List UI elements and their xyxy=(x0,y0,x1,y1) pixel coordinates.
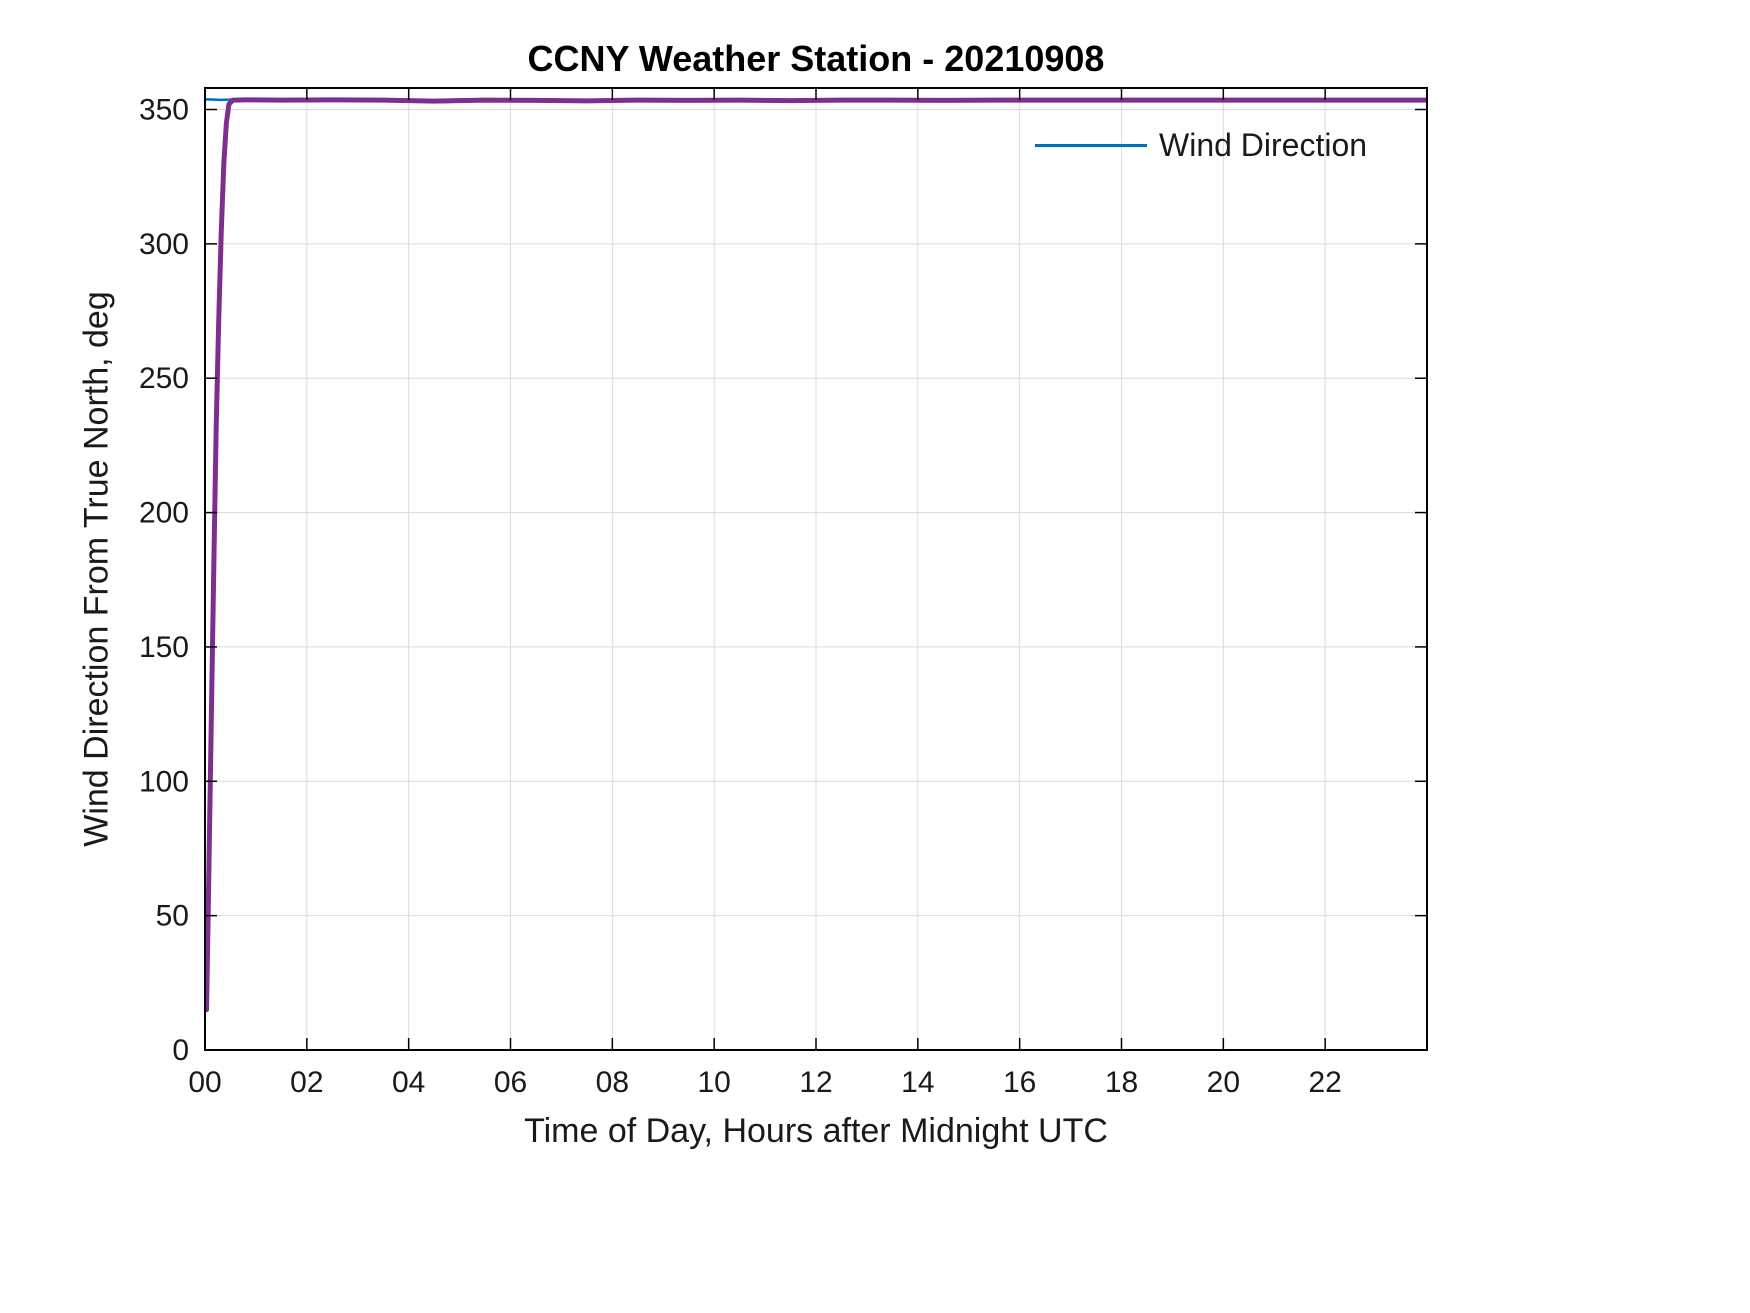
y-axis-label-text: Wind Direction From True North, deg xyxy=(77,291,116,847)
x-tick-label: 22 xyxy=(1308,1066,1341,1099)
y-tick-label: 350 xyxy=(139,93,189,126)
x-tick-label: 02 xyxy=(290,1066,323,1099)
x-tick-label: 16 xyxy=(1003,1066,1036,1099)
series-group xyxy=(205,97,1427,1013)
y-tick-label: 200 xyxy=(139,497,189,530)
legend-label-wind-direction: Wind Direction xyxy=(1159,127,1368,163)
x-tick-label: 10 xyxy=(697,1066,730,1099)
y-tick-label: 150 xyxy=(139,631,189,664)
legend-line-wind-direction xyxy=(1035,144,1147,147)
x-tick-label: 20 xyxy=(1207,1066,1240,1099)
y-tick-label: 50 xyxy=(156,900,189,933)
x-tick-label: 04 xyxy=(392,1066,425,1099)
x-tick-label: 08 xyxy=(596,1066,629,1099)
y-tick-label: 250 xyxy=(139,362,189,395)
x-tick-label: 06 xyxy=(494,1066,527,1099)
series-wind-direction-thick xyxy=(205,97,1427,1013)
x-tick-label: 00 xyxy=(188,1066,221,1099)
y-tick-label: 100 xyxy=(139,765,189,798)
legend: Wind Direction xyxy=(1035,127,1367,164)
x-tick-label: 18 xyxy=(1105,1066,1138,1099)
x-tick-label: 12 xyxy=(799,1066,832,1099)
y-tick-label: 0 xyxy=(172,1034,189,1067)
chart-title: CCNY Weather Station - 20210908 xyxy=(527,38,1105,79)
x-tick-label: 14 xyxy=(901,1066,934,1099)
x-axis-label: Time of Day, Hours after Midnight UTC xyxy=(524,1112,1108,1150)
y-tick-label: 300 xyxy=(139,228,189,261)
